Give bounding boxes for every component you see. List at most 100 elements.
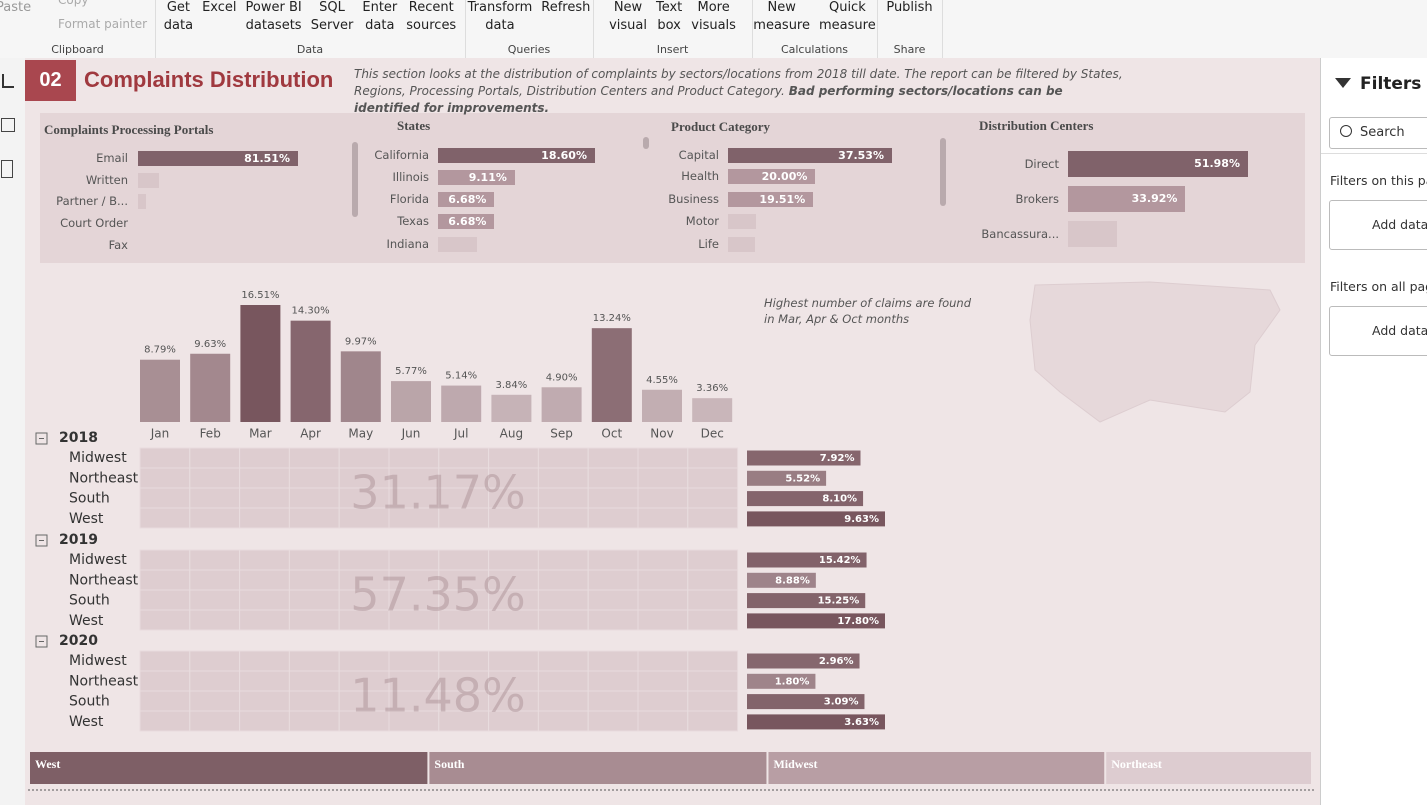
- region-label: South: [69, 694, 110, 710]
- data-view-icon[interactable]: [1, 118, 15, 132]
- region-bar: [747, 511, 885, 527]
- heatmap-cell: [587, 569, 639, 591]
- ribbon-button[interactable]: SQL Server: [310, 0, 354, 33]
- heatmap-cell: [288, 467, 340, 489]
- heatmap-cell: [537, 690, 589, 712]
- separator: [1321, 153, 1427, 154]
- ribbon-button[interactable]: Copy: [58, 0, 89, 7]
- heatmap-cell: [239, 507, 290, 529]
- slicer-bar[interactable]: [438, 147, 595, 163]
- slicer-bar[interactable]: [138, 193, 146, 209]
- bar: [391, 381, 431, 422]
- ribbon-button[interactable]: New measure: [753, 0, 810, 33]
- ribbon-button[interactable]: Text box: [655, 0, 683, 33]
- heatmap-cell: [587, 549, 639, 571]
- region-label: Northeast: [69, 572, 139, 588]
- slicer-bar[interactable]: [728, 147, 892, 163]
- filters-title: Filters: [1360, 74, 1422, 94]
- ribbon-button[interactable]: Format painter: [58, 17, 148, 31]
- heatmap-cell: [537, 569, 589, 591]
- slicer-bar[interactable]: [138, 172, 159, 188]
- heatmap-cell: [687, 609, 739, 631]
- heatmap-cell: [139, 549, 191, 571]
- ribbon-button[interactable]: Publish: [886, 0, 933, 15]
- slicer-bar[interactable]: [728, 213, 756, 229]
- heatmap-cell: [189, 589, 241, 611]
- data-label: 9.63%: [194, 339, 226, 350]
- heatmap-cell: [637, 507, 689, 529]
- slicer-bar[interactable]: [438, 169, 515, 185]
- slicer-label: Court Order: [60, 216, 128, 230]
- heatmap-cell: [239, 670, 290, 692]
- ribbon-button[interactable]: Quick measure: [819, 0, 876, 33]
- x-tick-label: Aug: [500, 427, 523, 441]
- region-bar: [747, 653, 860, 669]
- ribbon-button[interactable]: More visuals: [691, 0, 736, 33]
- ribbon-button[interactable]: Paste: [0, 0, 32, 15]
- search-box[interactable]: Search: [1329, 117, 1427, 149]
- ribbon-button[interactable]: Enter data: [362, 0, 398, 33]
- slicer-bar[interactable]: [1068, 151, 1248, 177]
- heatmap-cell: [139, 609, 191, 631]
- report-view-icon[interactable]: [2, 74, 14, 88]
- region-value: 5.52%: [785, 473, 820, 484]
- data-label: 4.55%: [646, 375, 678, 386]
- heatmap-cell: [587, 589, 639, 611]
- region-bar: [747, 673, 816, 689]
- slicer-bar[interactable]: [728, 168, 816, 184]
- year-total: 31.17%: [350, 466, 525, 520]
- slicer-bar[interactable]: [728, 236, 756, 252]
- treemap-tile: [30, 752, 428, 784]
- region-value: 7.92%: [820, 453, 855, 464]
- data-label: 8.79%: [144, 345, 176, 356]
- filters-this-page: Filters on this page: [1330, 173, 1427, 188]
- slicer-bar[interactable]: [1068, 186, 1186, 212]
- slicer-label: Illinois: [392, 170, 430, 184]
- heatmap-cell: [288, 447, 340, 469]
- ribbon-button[interactable]: Recent sources: [406, 0, 457, 33]
- slicer-bar[interactable]: [1068, 221, 1117, 247]
- model-view-icon[interactable]: [1, 160, 13, 178]
- heatmap-cell: [537, 710, 589, 732]
- slicer-bar[interactable]: [138, 150, 298, 166]
- region-value: 1.80%: [775, 676, 810, 687]
- heatmap-cell: [687, 690, 739, 712]
- left-nav: [0, 58, 25, 805]
- chart-annotation: Highest number of claims are found in Ma…: [764, 296, 972, 326]
- heatmap-cell: [239, 549, 290, 571]
- slicer-value: 33.92%: [1131, 192, 1178, 205]
- slicer-bar[interactable]: [438, 236, 477, 252]
- slicer-bar[interactable]: [728, 191, 814, 207]
- slicer-bar[interactable]: [438, 213, 495, 229]
- ribbon-button[interactable]: Get data: [163, 0, 194, 33]
- heatmap-cell: [687, 487, 739, 509]
- year-total: 11.48%: [350, 669, 525, 723]
- slicer-label: Fax: [108, 238, 128, 252]
- button-row: New measure Quick measure: [752, 0, 877, 35]
- ribbon-button[interactable]: Power BI datasets: [245, 0, 302, 33]
- expand-icon: [35, 432, 48, 445]
- slicer-value: 9.11%: [468, 170, 507, 184]
- slicer-label: Business: [668, 192, 719, 206]
- heatmap-cell: [687, 650, 739, 672]
- heatmap-cell: [288, 609, 340, 631]
- bar: [591, 328, 632, 422]
- bar: [642, 389, 682, 422]
- ribbon-button[interactable]: Excel: [202, 0, 237, 15]
- heatmap-cell: [239, 609, 290, 631]
- slicer-bar[interactable]: [438, 191, 495, 207]
- heatmap-cell: [139, 670, 191, 692]
- slicer-value: 18.60%: [541, 148, 587, 162]
- bar: [140, 359, 180, 422]
- treemap-tile: [1106, 752, 1311, 784]
- heatmap-cell: [587, 447, 639, 469]
- region-bar: [747, 552, 867, 568]
- data-label: 14.30%: [292, 306, 330, 317]
- ribbon-button[interactable]: Refresh: [541, 0, 591, 15]
- ribbon-button[interactable]: New visual: [609, 0, 647, 33]
- heatmap-cell: [288, 487, 340, 509]
- ribbon-button[interactable]: Transform data: [467, 0, 533, 33]
- expand-icon: [35, 635, 48, 648]
